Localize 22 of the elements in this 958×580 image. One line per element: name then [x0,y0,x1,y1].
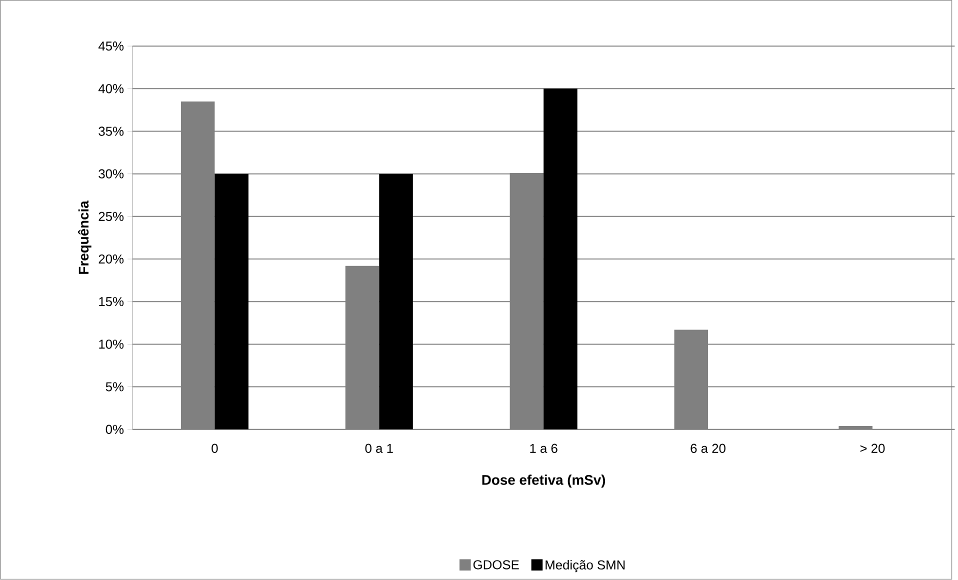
bar [379,174,413,430]
y-tick-label: 25% [98,212,124,222]
y-tick-label: 5% [106,382,124,392]
x-tick-label: 1 a 6 [530,444,558,454]
x-tick-label: 0 a 1 [365,444,393,454]
x-axis-title: Dose efetiva (mSv) [482,474,606,488]
y-tick-label: 35% [98,126,124,136]
x-tick-label: 6 a 20 [690,444,726,454]
legend-label: Medição SMN [546,560,625,572]
legend-label: GDOSE [473,560,519,570]
y-axis-title: Frequência [78,200,92,274]
y-tick-label: 30% [98,169,124,179]
y-tick-label: 0% [106,424,124,434]
y-tick-label: 40% [98,84,124,94]
y-tick-label: 15% [99,297,124,306]
x-tick-label: 0 [212,444,218,454]
y-tick-label: 45% [98,42,124,51]
bar [544,88,578,430]
x-tick-label: > 20 [860,444,885,454]
bar [214,174,248,430]
y-tick-label: 10% [99,340,124,349]
y-tick-label: 20% [98,254,124,264]
